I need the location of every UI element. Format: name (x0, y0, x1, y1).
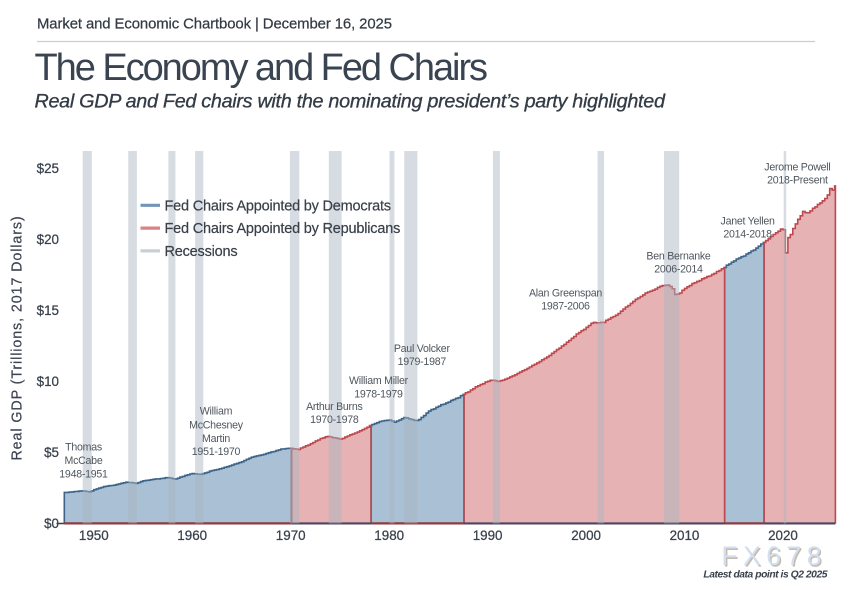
svg-text:William Miller: William Miller (349, 375, 409, 387)
svg-text:$25: $25 (37, 161, 59, 176)
svg-text:The Economy and Fed Chairs: The Economy and Fed Chairs (35, 47, 488, 89)
svg-text:McChesney: McChesney (189, 419, 244, 431)
svg-text:2020: 2020 (768, 528, 798, 543)
svg-text:2018-Present: 2018-Present (767, 174, 828, 186)
svg-text:1979-1987: 1979-1987 (398, 356, 447, 368)
svg-text:$5: $5 (44, 445, 59, 460)
svg-text:Market and Economic Chartbook: Market and Economic Chartbook | December… (37, 17, 392, 33)
svg-text:William: William (200, 405, 233, 417)
svg-text:Alan Greenspan: Alan Greenspan (529, 288, 602, 300)
svg-text:Arthur Burns: Arthur Burns (306, 401, 362, 413)
svg-text:$20: $20 (37, 232, 59, 247)
svg-text:FX678: FX678 (723, 542, 829, 572)
svg-text:Real GDP and Fed chairs with t: Real GDP and Fed chairs with the nominat… (35, 91, 666, 113)
svg-text:Paul Volcker: Paul Volcker (394, 343, 451, 355)
svg-text:2014-2018: 2014-2018 (723, 229, 772, 241)
svg-text:Jerome Powell: Jerome Powell (764, 162, 830, 174)
svg-text:Ben Bernanke: Ben Bernanke (646, 251, 711, 263)
svg-text:Martin: Martin (202, 433, 230, 445)
svg-text:Real GDP (Trillions, 2017 Doll: Real GDP (Trillions, 2017 Dollars) (9, 215, 25, 460)
svg-text:1960: 1960 (177, 528, 207, 543)
svg-text:Recessions: Recessions (165, 244, 238, 260)
svg-text:$15: $15 (37, 303, 59, 318)
svg-text:1980: 1980 (374, 528, 404, 543)
svg-text:McCabe: McCabe (65, 455, 103, 467)
svg-text:Janet Yellen: Janet Yellen (721, 216, 776, 228)
svg-text:Thomas: Thomas (65, 441, 102, 453)
svg-text:1987-2006: 1987-2006 (541, 301, 590, 313)
svg-text:Fed Chairs Appointed by Republ: Fed Chairs Appointed by Republicans (165, 221, 401, 237)
svg-text:Fed Chairs Appointed by Democr: Fed Chairs Appointed by Democrats (165, 198, 391, 214)
svg-text:FX678: FX678 (721, 541, 827, 571)
svg-text:2006-2014: 2006-2014 (654, 263, 703, 275)
svg-text:1948-1951: 1948-1951 (59, 468, 108, 480)
svg-text:1951-1970: 1951-1970 (192, 446, 241, 458)
svg-text:1978-1979: 1978-1979 (354, 389, 403, 401)
svg-text:1990: 1990 (473, 528, 503, 543)
svg-text:1970-1978: 1970-1978 (310, 414, 359, 426)
svg-text:2000: 2000 (571, 528, 601, 543)
svg-text:Latest data point is Q2 2025: Latest data point is Q2 2025 (703, 570, 827, 581)
svg-text:2010: 2010 (670, 528, 700, 543)
svg-text:$0: $0 (44, 516, 59, 531)
svg-text:1950: 1950 (79, 528, 109, 543)
svg-text:1970: 1970 (276, 528, 306, 543)
svg-text:$10: $10 (37, 374, 59, 389)
